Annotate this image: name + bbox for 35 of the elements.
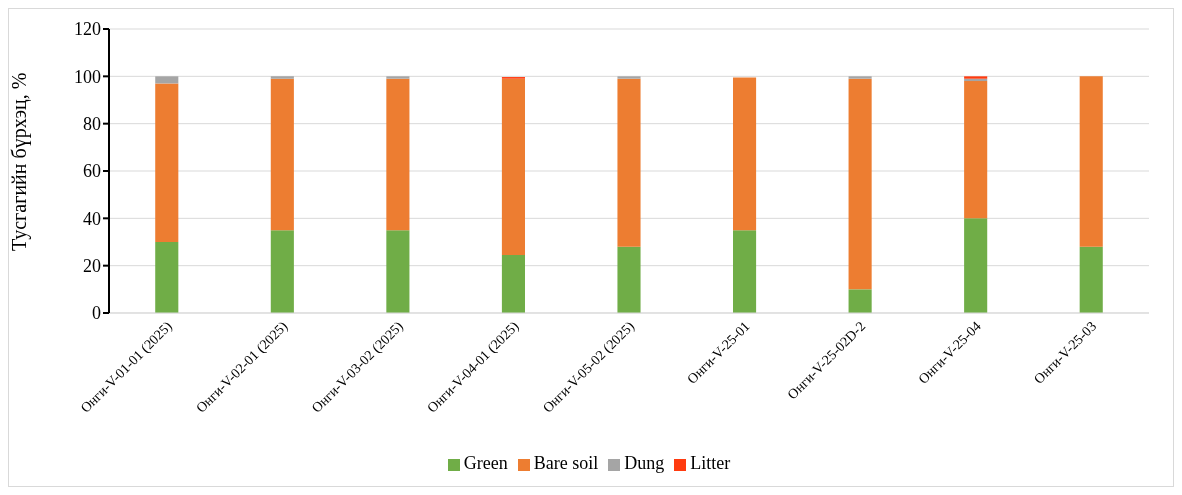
legend-label: Green	[463, 453, 508, 473]
bar	[848, 289, 872, 313]
bar	[155, 242, 179, 313]
bar	[270, 230, 294, 313]
bar	[733, 77, 757, 231]
y-tick-label: 60	[83, 161, 101, 182]
bar	[1079, 76, 1103, 247]
bar	[964, 81, 988, 219]
bar	[270, 76, 294, 79]
bar	[848, 76, 872, 79]
bar	[386, 76, 410, 79]
bar	[617, 246, 641, 313]
bar	[155, 83, 179, 242]
bar	[1079, 246, 1103, 313]
y-axis-title: Тусгагийн бүрхэц, %	[8, 72, 32, 251]
legend-label: Dung	[624, 453, 665, 473]
bar	[617, 76, 641, 79]
bar	[964, 218, 988, 313]
bar	[733, 230, 757, 313]
y-tick-label: 100	[74, 66, 101, 87]
bar	[386, 78, 410, 231]
y-tick-label: 0	[92, 303, 101, 324]
bar	[386, 230, 410, 313]
bar	[501, 255, 525, 313]
y-tick-label: 120	[74, 19, 101, 40]
bar	[617, 78, 641, 247]
bar	[270, 78, 294, 231]
y-tick-label: 80	[83, 114, 101, 135]
bar	[155, 76, 179, 84]
y-tick-label: 40	[83, 208, 101, 229]
y-tick-label: 20	[83, 256, 101, 277]
bar	[501, 78, 525, 256]
bar	[848, 78, 872, 290]
legend-label: Bare soil	[533, 453, 599, 473]
legend-label: Litter	[690, 453, 731, 473]
